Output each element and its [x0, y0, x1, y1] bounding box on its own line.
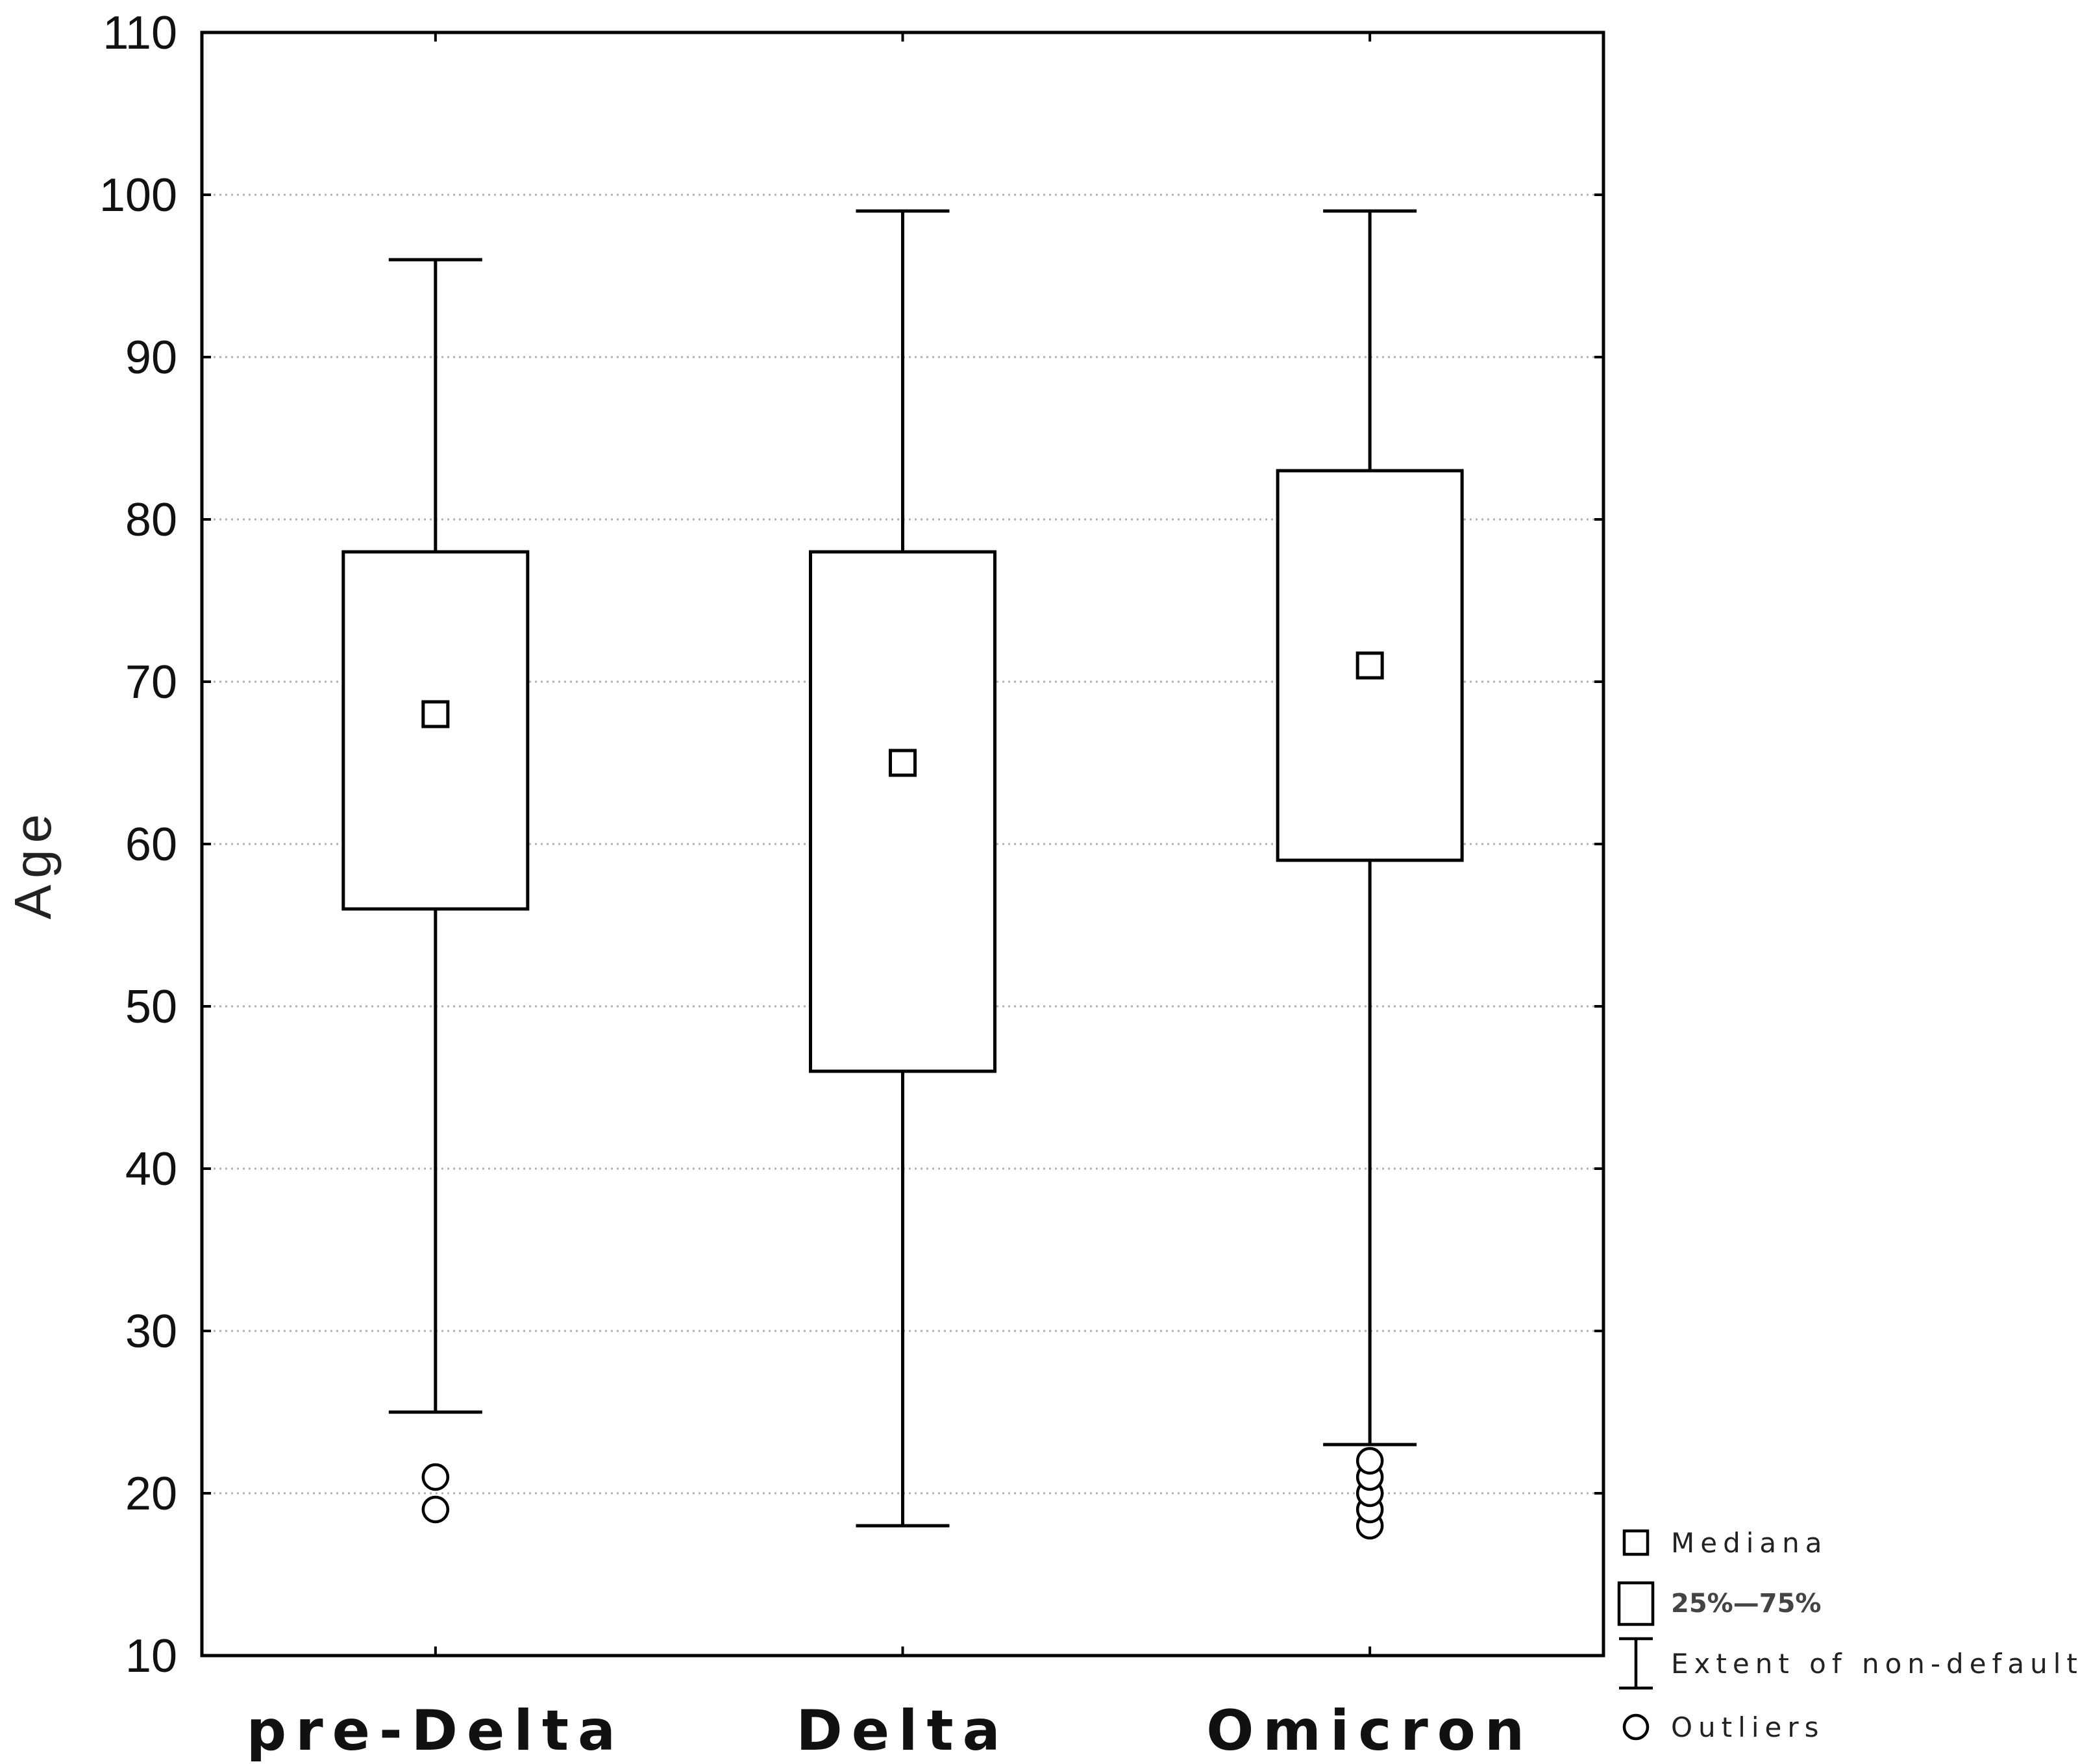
- y-tick-label: 20: [125, 1468, 177, 1520]
- x-category-label: pre-Delta: [247, 1698, 625, 1763]
- legend-outlier-swatch: [1622, 1713, 1650, 1741]
- legend-label: Extent of non-default: [1671, 1648, 2083, 1680]
- box-pre-delta: [341, 258, 530, 1524]
- iqr-box: [809, 550, 996, 1073]
- y-tick-label: 100: [99, 169, 177, 221]
- legend-item-small-square: Mediana: [1622, 1527, 1828, 1559]
- median-marker: [1355, 651, 1384, 680]
- y-tick-label: 10: [125, 1630, 177, 1682]
- outlier-point: [421, 1463, 450, 1491]
- box-omicron: [1276, 209, 1464, 1540]
- y-tick-label: 90: [125, 332, 177, 384]
- y-tick-label: 70: [125, 656, 177, 708]
- y-axis: 10 20 30 40 50 60 70 80 90 100 110: [99, 7, 1603, 1682]
- legend: Mediana 25%—75% Extent of non-default Outli…: [1617, 1527, 2083, 1743]
- legend-label: Mediana: [1671, 1527, 1828, 1559]
- legend-item-box: 25%—75%: [1617, 1581, 1821, 1626]
- x-category-label: Omicron: [1206, 1698, 1533, 1763]
- legend-box-swatch: [1617, 1581, 1655, 1626]
- boxes: [341, 209, 1464, 1540]
- legend-item-circle: Outliers: [1622, 1711, 1824, 1743]
- y-tick-label: 80: [125, 494, 177, 546]
- legend-label: 25%—75%: [1671, 1589, 1821, 1619]
- x-category-label: Delta: [796, 1698, 1009, 1763]
- median-marker: [889, 749, 917, 777]
- legend-item-whisker: Extent of non-default: [1619, 1637, 2083, 1690]
- y-tick-label: 60: [125, 819, 177, 871]
- outlier-point: [1355, 1447, 1384, 1475]
- y-tick-label: 30: [125, 1306, 177, 1358]
- y-tick-label: 110: [103, 7, 177, 59]
- y-tick-label: 50: [125, 981, 177, 1033]
- y-axis-label: Age: [4, 808, 62, 919]
- outlier-point: [421, 1495, 450, 1524]
- iqr-box: [341, 550, 530, 911]
- legend-label: Outliers: [1671, 1711, 1824, 1743]
- x-axis: pre-Delta Delta Omicron: [247, 1698, 1533, 1763]
- y-tick-label: 40: [125, 1143, 177, 1195]
- legend-median-swatch: [1622, 1529, 1650, 1556]
- median-marker: [421, 700, 450, 728]
- box-delta: [809, 209, 996, 1528]
